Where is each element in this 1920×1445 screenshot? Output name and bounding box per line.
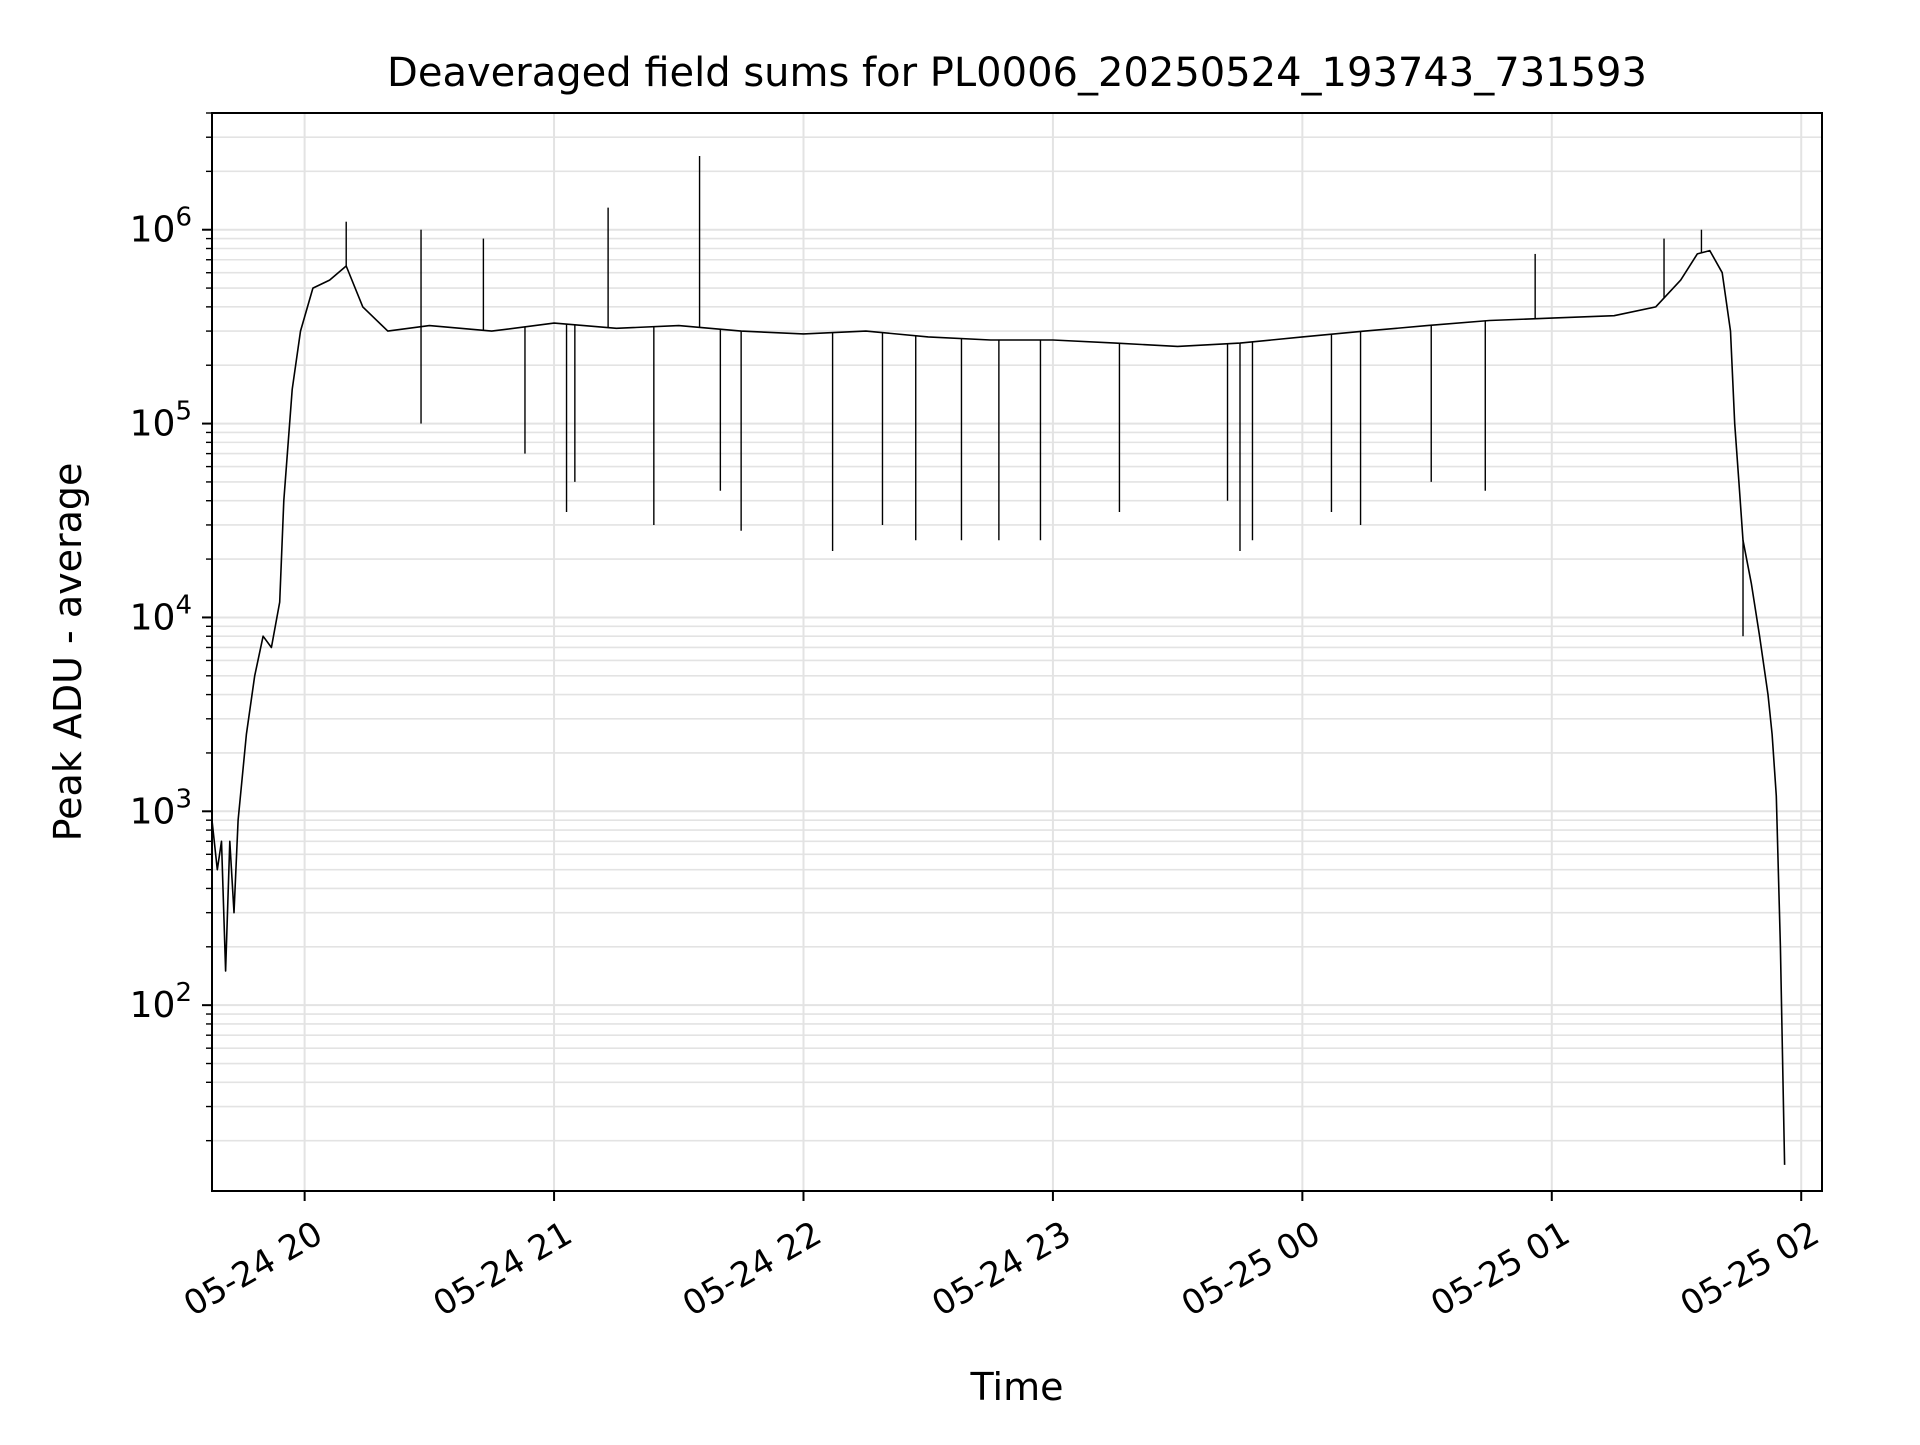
y-tick-label: 105 [130, 397, 192, 445]
y-tick-label: 106 [130, 203, 192, 251]
x-axis-label: Time [970, 1365, 1064, 1409]
grid-lines [212, 112, 1822, 1191]
plot-frame [211, 112, 1823, 1192]
series-line [211, 249, 1786, 1165]
series-layer [211, 156, 1786, 1165]
y-tick-label: 102 [130, 978, 192, 1026]
chart-title: Deaveraged field sums for PL0006_2025052… [387, 50, 1647, 96]
y-axis-label: Peak ADU - average [46, 463, 90, 842]
y-tick-label: 103 [130, 784, 192, 832]
y-tick-label: 104 [130, 590, 192, 638]
